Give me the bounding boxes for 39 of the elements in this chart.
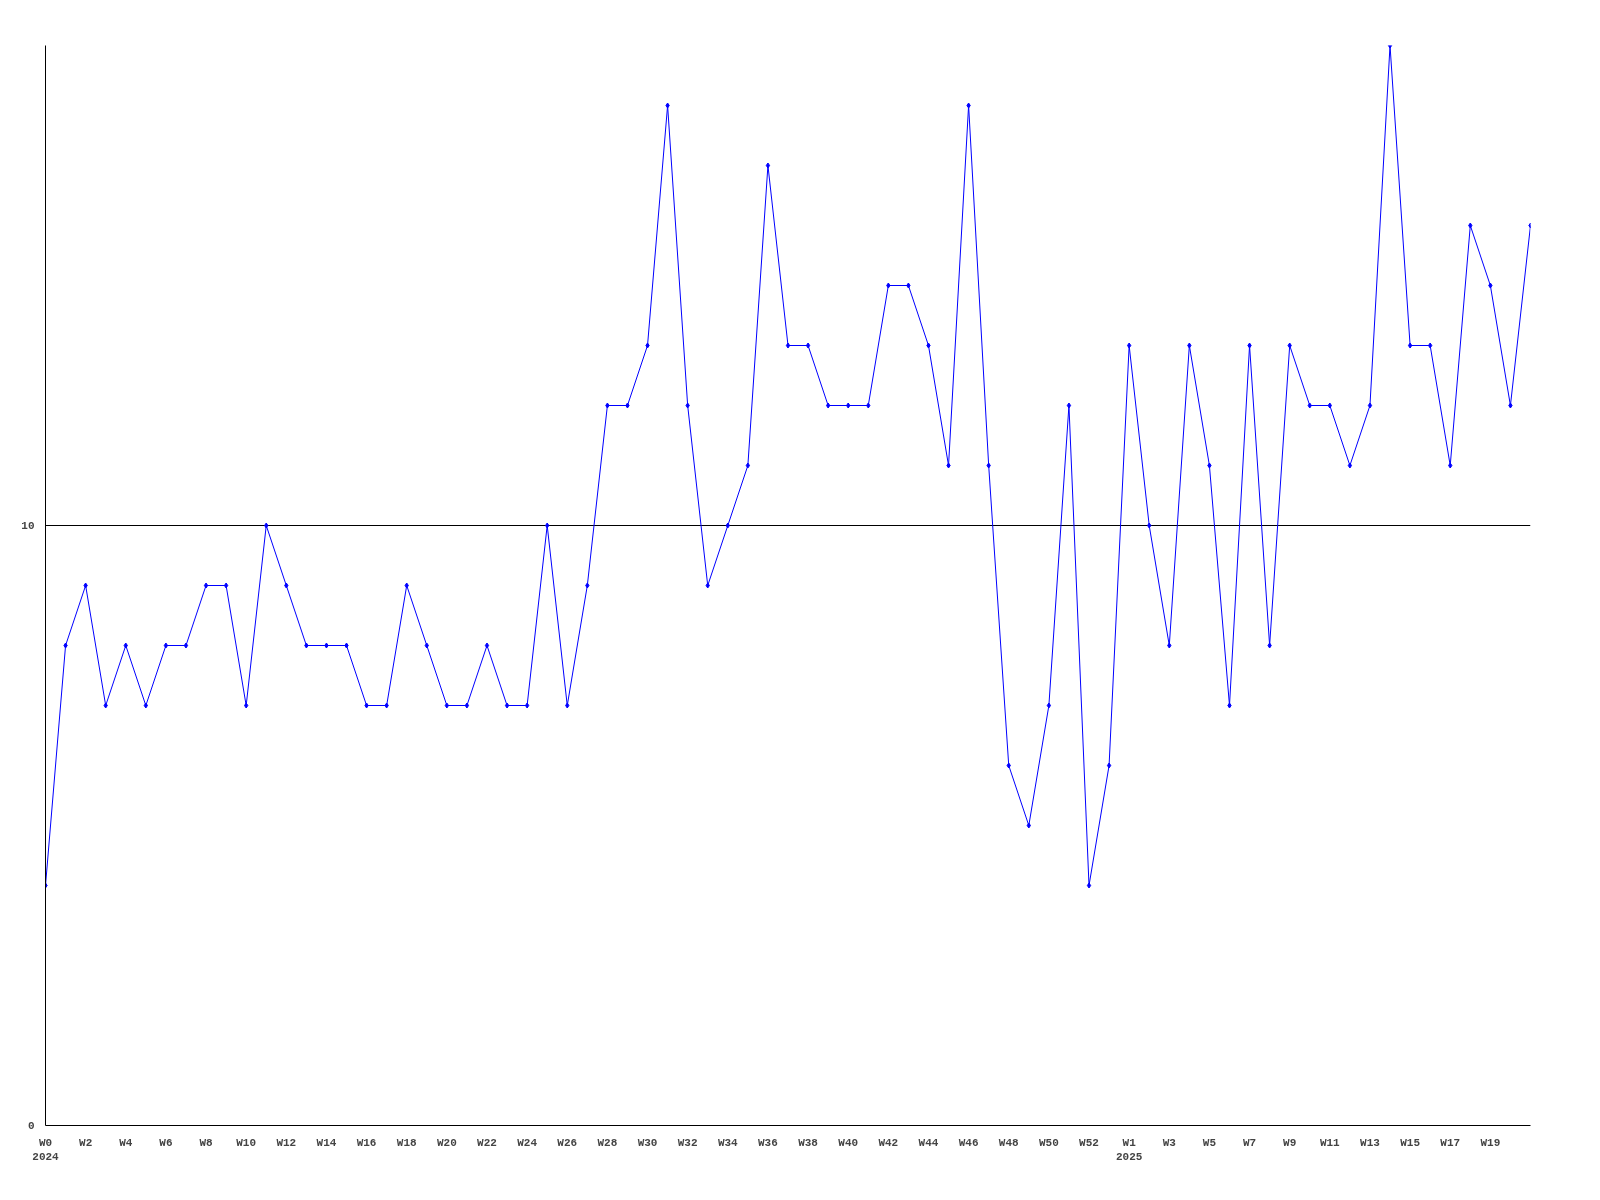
x-tick-label: W4 — [119, 1136, 133, 1149]
x-tick-label: W19 — [1480, 1136, 1501, 1149]
x-tick-label: W38 — [798, 1136, 819, 1149]
x-tick-label: W1 2025 — [1115, 1136, 1143, 1163]
x-tick-label: W30 — [637, 1136, 658, 1149]
x-tick-label: W6 — [159, 1136, 173, 1149]
x-tick-label: W12 — [276, 1136, 297, 1149]
x-tick-label: W20 — [436, 1136, 457, 1149]
x-tick-label: W34 — [717, 1136, 739, 1149]
x-tick-label: W32 — [677, 1136, 698, 1149]
x-tick-label: W9 — [1283, 1136, 1297, 1149]
x-tick-label: W14 — [316, 1136, 337, 1149]
x-tick-label: W36 — [758, 1136, 778, 1149]
x-tick-label: W11 — [1319, 1136, 1341, 1149]
x-tick-label: W46 — [958, 1136, 979, 1149]
x-tick-label: W5 — [1202, 1136, 1217, 1149]
x-tick-label: W52 — [1079, 1136, 1099, 1149]
x-tick-label: W8 — [199, 1136, 214, 1149]
x-tick-label: W7 — [1242, 1136, 1257, 1149]
x-tick-label: W16 — [356, 1136, 377, 1149]
x-tick-label: W0 2024 — [32, 1136, 60, 1163]
x-tick-label: W2 — [79, 1136, 93, 1149]
x-tick-label: W50 — [1038, 1136, 1059, 1149]
x-tick-label: W28 — [597, 1136, 618, 1149]
y-tick-label: 10 — [21, 520, 35, 532]
y-tick-label: 0 — [27, 1120, 35, 1132]
x-tick-label: W18 — [396, 1136, 418, 1149]
x-tick-label: W22 — [477, 1136, 497, 1149]
x-tick-label: W15 — [1400, 1136, 1421, 1149]
x-tick-label: W48 — [998, 1136, 1020, 1149]
x-tick-label: W13 — [1360, 1136, 1381, 1149]
x-tick-label: W3 — [1162, 1136, 1177, 1149]
x-tick-label: W17 — [1440, 1136, 1461, 1149]
x-tick-label: W40 — [838, 1136, 859, 1149]
x-tick-label: W42 — [878, 1136, 899, 1149]
x-tick-label: W26 — [557, 1136, 578, 1149]
x-tick-label: W44 — [918, 1136, 939, 1149]
x-tick-label: W24 — [517, 1136, 538, 1149]
x-tick-label: W10 — [236, 1136, 257, 1149]
